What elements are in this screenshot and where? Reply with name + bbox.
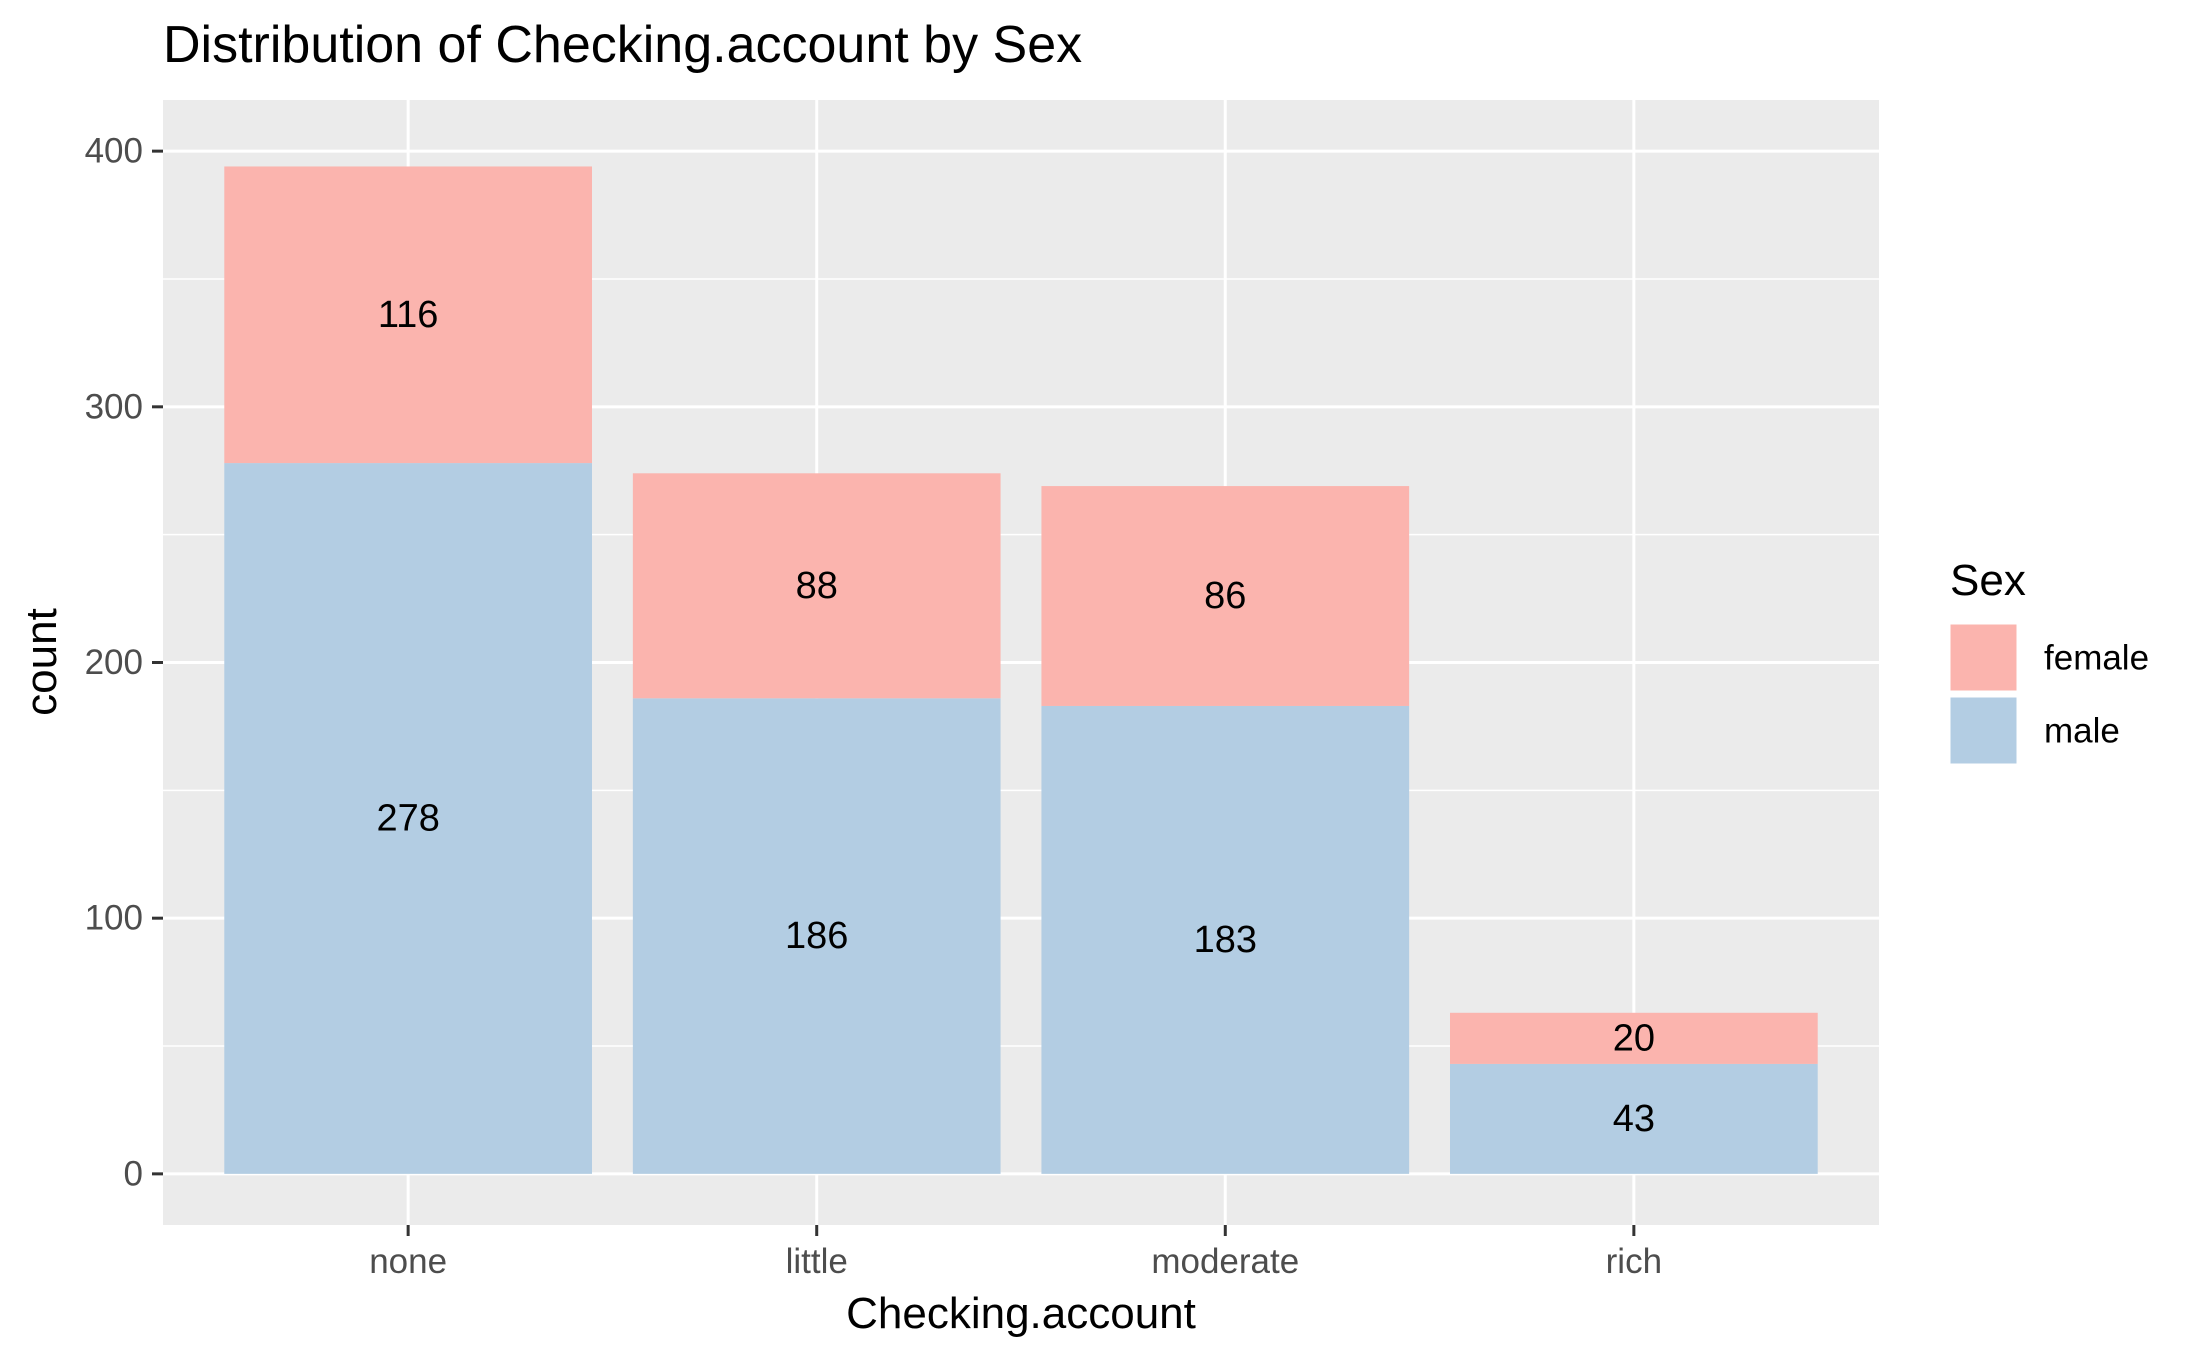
legend-label-female: female: [2044, 639, 2149, 678]
y-axis-title: count: [17, 608, 66, 716]
x-tick-label: moderate: [1151, 1242, 1299, 1281]
legend-key-male: [1947, 694, 2020, 767]
data-label-female-moderate: 86: [1204, 575, 1246, 617]
bar-labels: 278 116 186 88 183 86 43 20: [376, 294, 1655, 1140]
data-label-female-none: 116: [378, 294, 439, 336]
legend: Sex female male: [1947, 556, 2149, 767]
bar-male-little: [632, 698, 1001, 1174]
y-axis: 0 100 200 300 400: [85, 132, 163, 1193]
bars: [224, 166, 1818, 1174]
data-label-male-little: 186: [785, 915, 848, 957]
x-tick-label: none: [369, 1242, 447, 1281]
y-tick-label: 400: [85, 132, 143, 171]
y-tick-label: 200: [85, 643, 143, 682]
legend-title: Sex: [1950, 556, 2026, 605]
y-tick-label: 0: [124, 1154, 143, 1193]
data-label-male-moderate: 183: [1194, 919, 1257, 961]
data-label-male-rich: 43: [1613, 1098, 1655, 1140]
bar-male-rich: [1450, 1063, 1818, 1174]
y-tick-label: 100: [85, 899, 143, 938]
bar-male-none: [224, 463, 593, 1174]
bar-female-moderate: [1041, 486, 1410, 706]
bar-female-rich: [1450, 1012, 1818, 1064]
legend-label-male: male: [2044, 712, 2120, 751]
data-label-female-little: 88: [796, 565, 838, 607]
x-tick-label: rich: [1606, 1242, 1662, 1281]
x-axis: none little moderate rich: [369, 1225, 1662, 1281]
chart-title: Distribution of Checking.account by Sex: [163, 16, 1082, 74]
legend-items: female male: [1947, 621, 2149, 767]
x-axis-title: Checking.account: [846, 1289, 1196, 1338]
data-label-male-none: 278: [376, 797, 439, 839]
data-label-female-rich: 20: [1613, 1017, 1655, 1059]
bar-female-none: [224, 166, 593, 464]
bar-male-moderate: [1041, 705, 1410, 1174]
bar-female-little: [632, 473, 1001, 699]
x-tick-label: little: [786, 1242, 848, 1281]
y-tick-label: 300: [85, 387, 143, 426]
legend-key-female: [1947, 621, 2020, 694]
